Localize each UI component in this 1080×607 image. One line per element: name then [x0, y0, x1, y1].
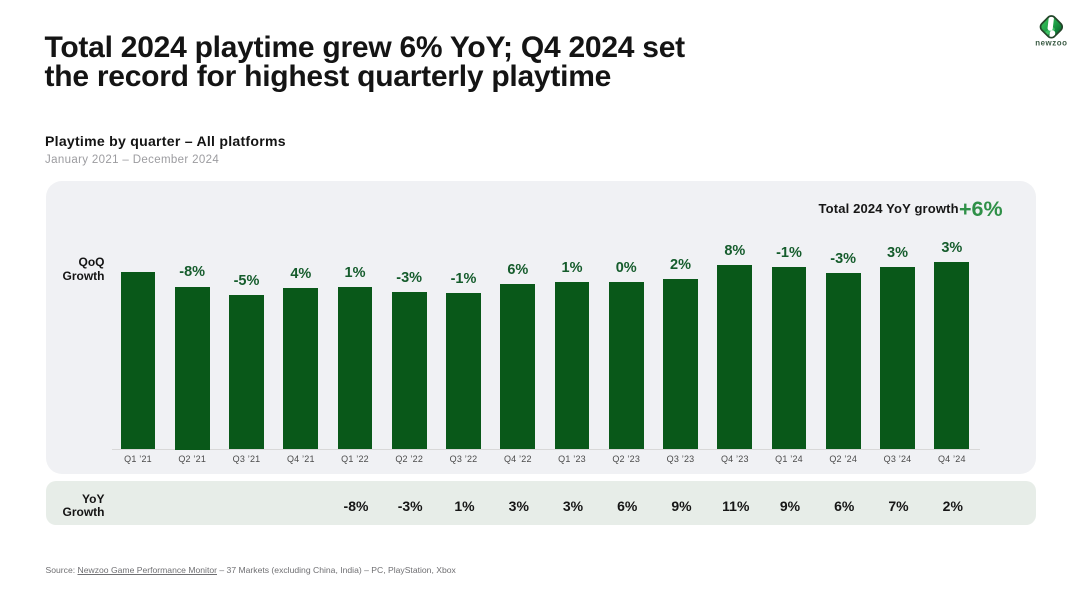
- svg-text:newzoo: newzoo: [1035, 39, 1067, 48]
